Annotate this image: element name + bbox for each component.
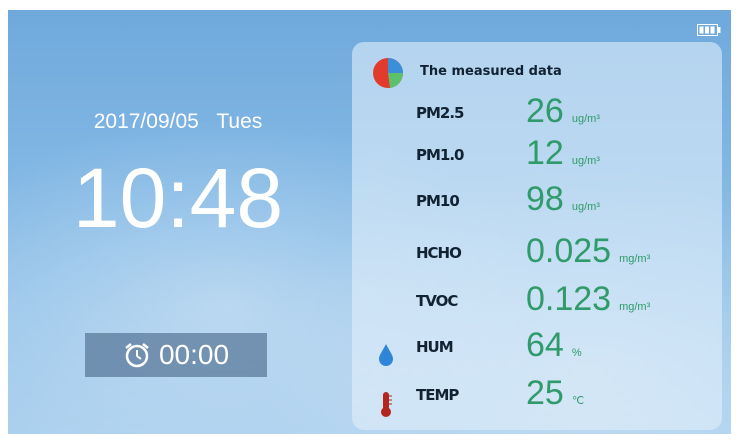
measure-panel: The measured data PM2.5 26 ug/m³ PM1.0 12 ug/… xyxy=(352,42,722,430)
reading-unit: ug/m³ xyxy=(572,201,600,213)
reading-row: HCHO 0.025 mg/m³ xyxy=(352,232,722,272)
reading-value: 12 xyxy=(526,134,564,172)
panel-title: The measured data xyxy=(420,64,562,79)
device-screen: 2017/09/05 Tues 10:48 00:00 The measured… xyxy=(8,10,731,434)
reading-value-group: 12 ug/m³ xyxy=(526,134,600,173)
alarm-time: 00:00 xyxy=(159,339,229,371)
reading-value: 0.123 xyxy=(526,280,611,318)
reading-label: TVOC xyxy=(416,292,457,310)
pie-icon xyxy=(370,56,406,90)
reading-unit: % xyxy=(572,347,582,359)
alarm[interactable]: 00:00 xyxy=(85,333,267,377)
reading-value: 0.025 xyxy=(526,232,611,270)
reading-label: HUM xyxy=(416,338,453,356)
reading-row: PM10 98 ug/m³ xyxy=(352,180,722,220)
reading-value-group: 0.123 mg/m³ xyxy=(526,280,650,319)
reading-value: 25 xyxy=(526,374,564,412)
reading-value-group: 25 ℃ xyxy=(526,374,584,413)
clock-time: 10:48 xyxy=(38,150,318,247)
reading-row: HUM 64% xyxy=(352,326,722,366)
alarm-icon xyxy=(123,341,151,369)
reading-unit: mg/m³ xyxy=(619,253,650,265)
reading-row: PM2.5 26 ug/m³ xyxy=(352,92,722,132)
reading-unit: ug/m³ xyxy=(572,113,600,125)
reading-row: TVOC 0.123 mg/m³ xyxy=(352,280,722,320)
reading-label: PM10 xyxy=(416,192,459,210)
reading-row: PM1.0 12 ug/m³ xyxy=(352,134,722,174)
reading-row: TEMP 25 ℃ xyxy=(352,374,722,414)
page: 2017/09/05 Tues 10:48 00:00 The measured… xyxy=(0,0,739,442)
weekday: Tues xyxy=(216,110,262,133)
reading-value-group: 64% xyxy=(526,326,582,365)
reading-value: 64 xyxy=(526,326,564,364)
reading-value-group: 98 ug/m³ xyxy=(526,180,600,219)
reading-value: 98 xyxy=(526,180,564,218)
date: 2017/09/05 xyxy=(94,110,199,133)
reading-value-group: 0.025 mg/m³ xyxy=(526,232,650,271)
date-line: 2017/09/05 Tues xyxy=(58,110,298,134)
reading-unit: ℃ xyxy=(572,395,584,407)
reading-value-group: 26 ug/m³ xyxy=(526,92,600,131)
reading-value: 26 xyxy=(526,92,564,130)
battery-icon xyxy=(697,24,721,36)
reading-label: PM2.5 xyxy=(416,104,464,122)
reading-unit: mg/m³ xyxy=(619,301,650,313)
reading-label: PM1.0 xyxy=(416,146,464,164)
reading-label: TEMP xyxy=(416,386,458,404)
reading-unit: ug/m³ xyxy=(572,155,600,167)
reading-label: HCHO xyxy=(416,244,461,262)
